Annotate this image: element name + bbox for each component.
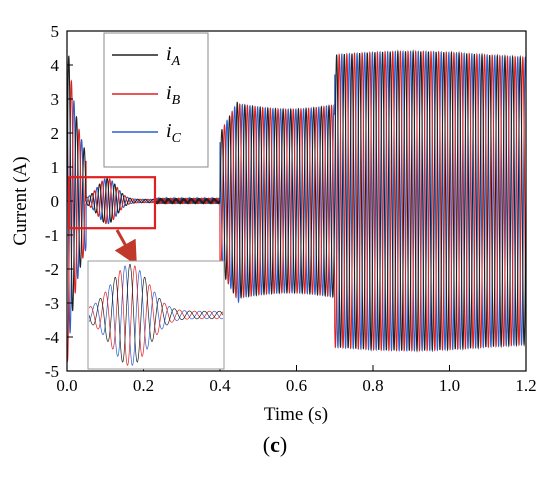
zoom-arrow (114, 229, 137, 266)
ticks-layer: 0.0 0.2 0.4 0.6 0.8 1.0 1.2 5 4 3 2 1 0 -1 -2 -3 -4 -5 (45, 22, 537, 395)
y-tick-label: 5 (51, 22, 60, 41)
y-tick-label: 4 (51, 56, 60, 75)
legend-item-ib: iB (112, 82, 181, 108)
x-tick-label: 0.2 (133, 376, 154, 395)
x-tick-label: 0.4 (209, 376, 231, 395)
y-tick-label: -2 (45, 260, 59, 279)
y-tick-label: -3 (45, 294, 59, 313)
series-line-ic (67, 50, 526, 352)
inset-series-layer (89, 263, 223, 366)
y-axis-title: Current (A) (10, 156, 31, 245)
panel-caption: (c) (262, 432, 288, 457)
y-tick-label: 1 (51, 158, 60, 177)
series-line-ia (67, 49, 526, 353)
x-tick-label: 1.0 (439, 376, 460, 395)
x-tick-label: 1.2 (515, 376, 536, 395)
x-axis-title: Time (s) (264, 404, 328, 425)
y-tick-label: -5 (45, 362, 59, 381)
zoom-highlight-box (67, 176, 157, 230)
current-chart: 0.0 0.2 0.4 0.6 0.8 1.0 1.2 5 4 3 2 1 0 -1 -2 -3 -4 -5 Ti… (10, 22, 537, 425)
legend: iA iB iC (103, 32, 209, 168)
y-tick-label: 0 (51, 192, 60, 211)
y-tick-label: -4 (45, 328, 60, 347)
x-tick-label: 0.8 (362, 376, 383, 395)
legend-box (103, 32, 209, 168)
y-tick-label: -1 (45, 226, 59, 245)
zoom-inset (87, 260, 225, 370)
inset-line-ib (89, 265, 223, 366)
inset-line-ic (89, 265, 223, 366)
legend-label-ia: iA (166, 43, 181, 69)
y-tick-label: 3 (51, 90, 60, 109)
series-line-ib (67, 50, 526, 363)
legend-item-ia: iA (112, 43, 181, 69)
x-tick-label: 0.0 (56, 376, 77, 395)
series-layer (67, 49, 526, 363)
legend-item-ic: iC (112, 120, 182, 146)
legend-label-ib: iB (166, 82, 181, 108)
y-tick-label: 2 (51, 124, 60, 143)
legend-label-ic: iC (166, 120, 182, 146)
x-tick-label: 0.6 (286, 376, 307, 395)
inset-line-ia (89, 263, 223, 363)
